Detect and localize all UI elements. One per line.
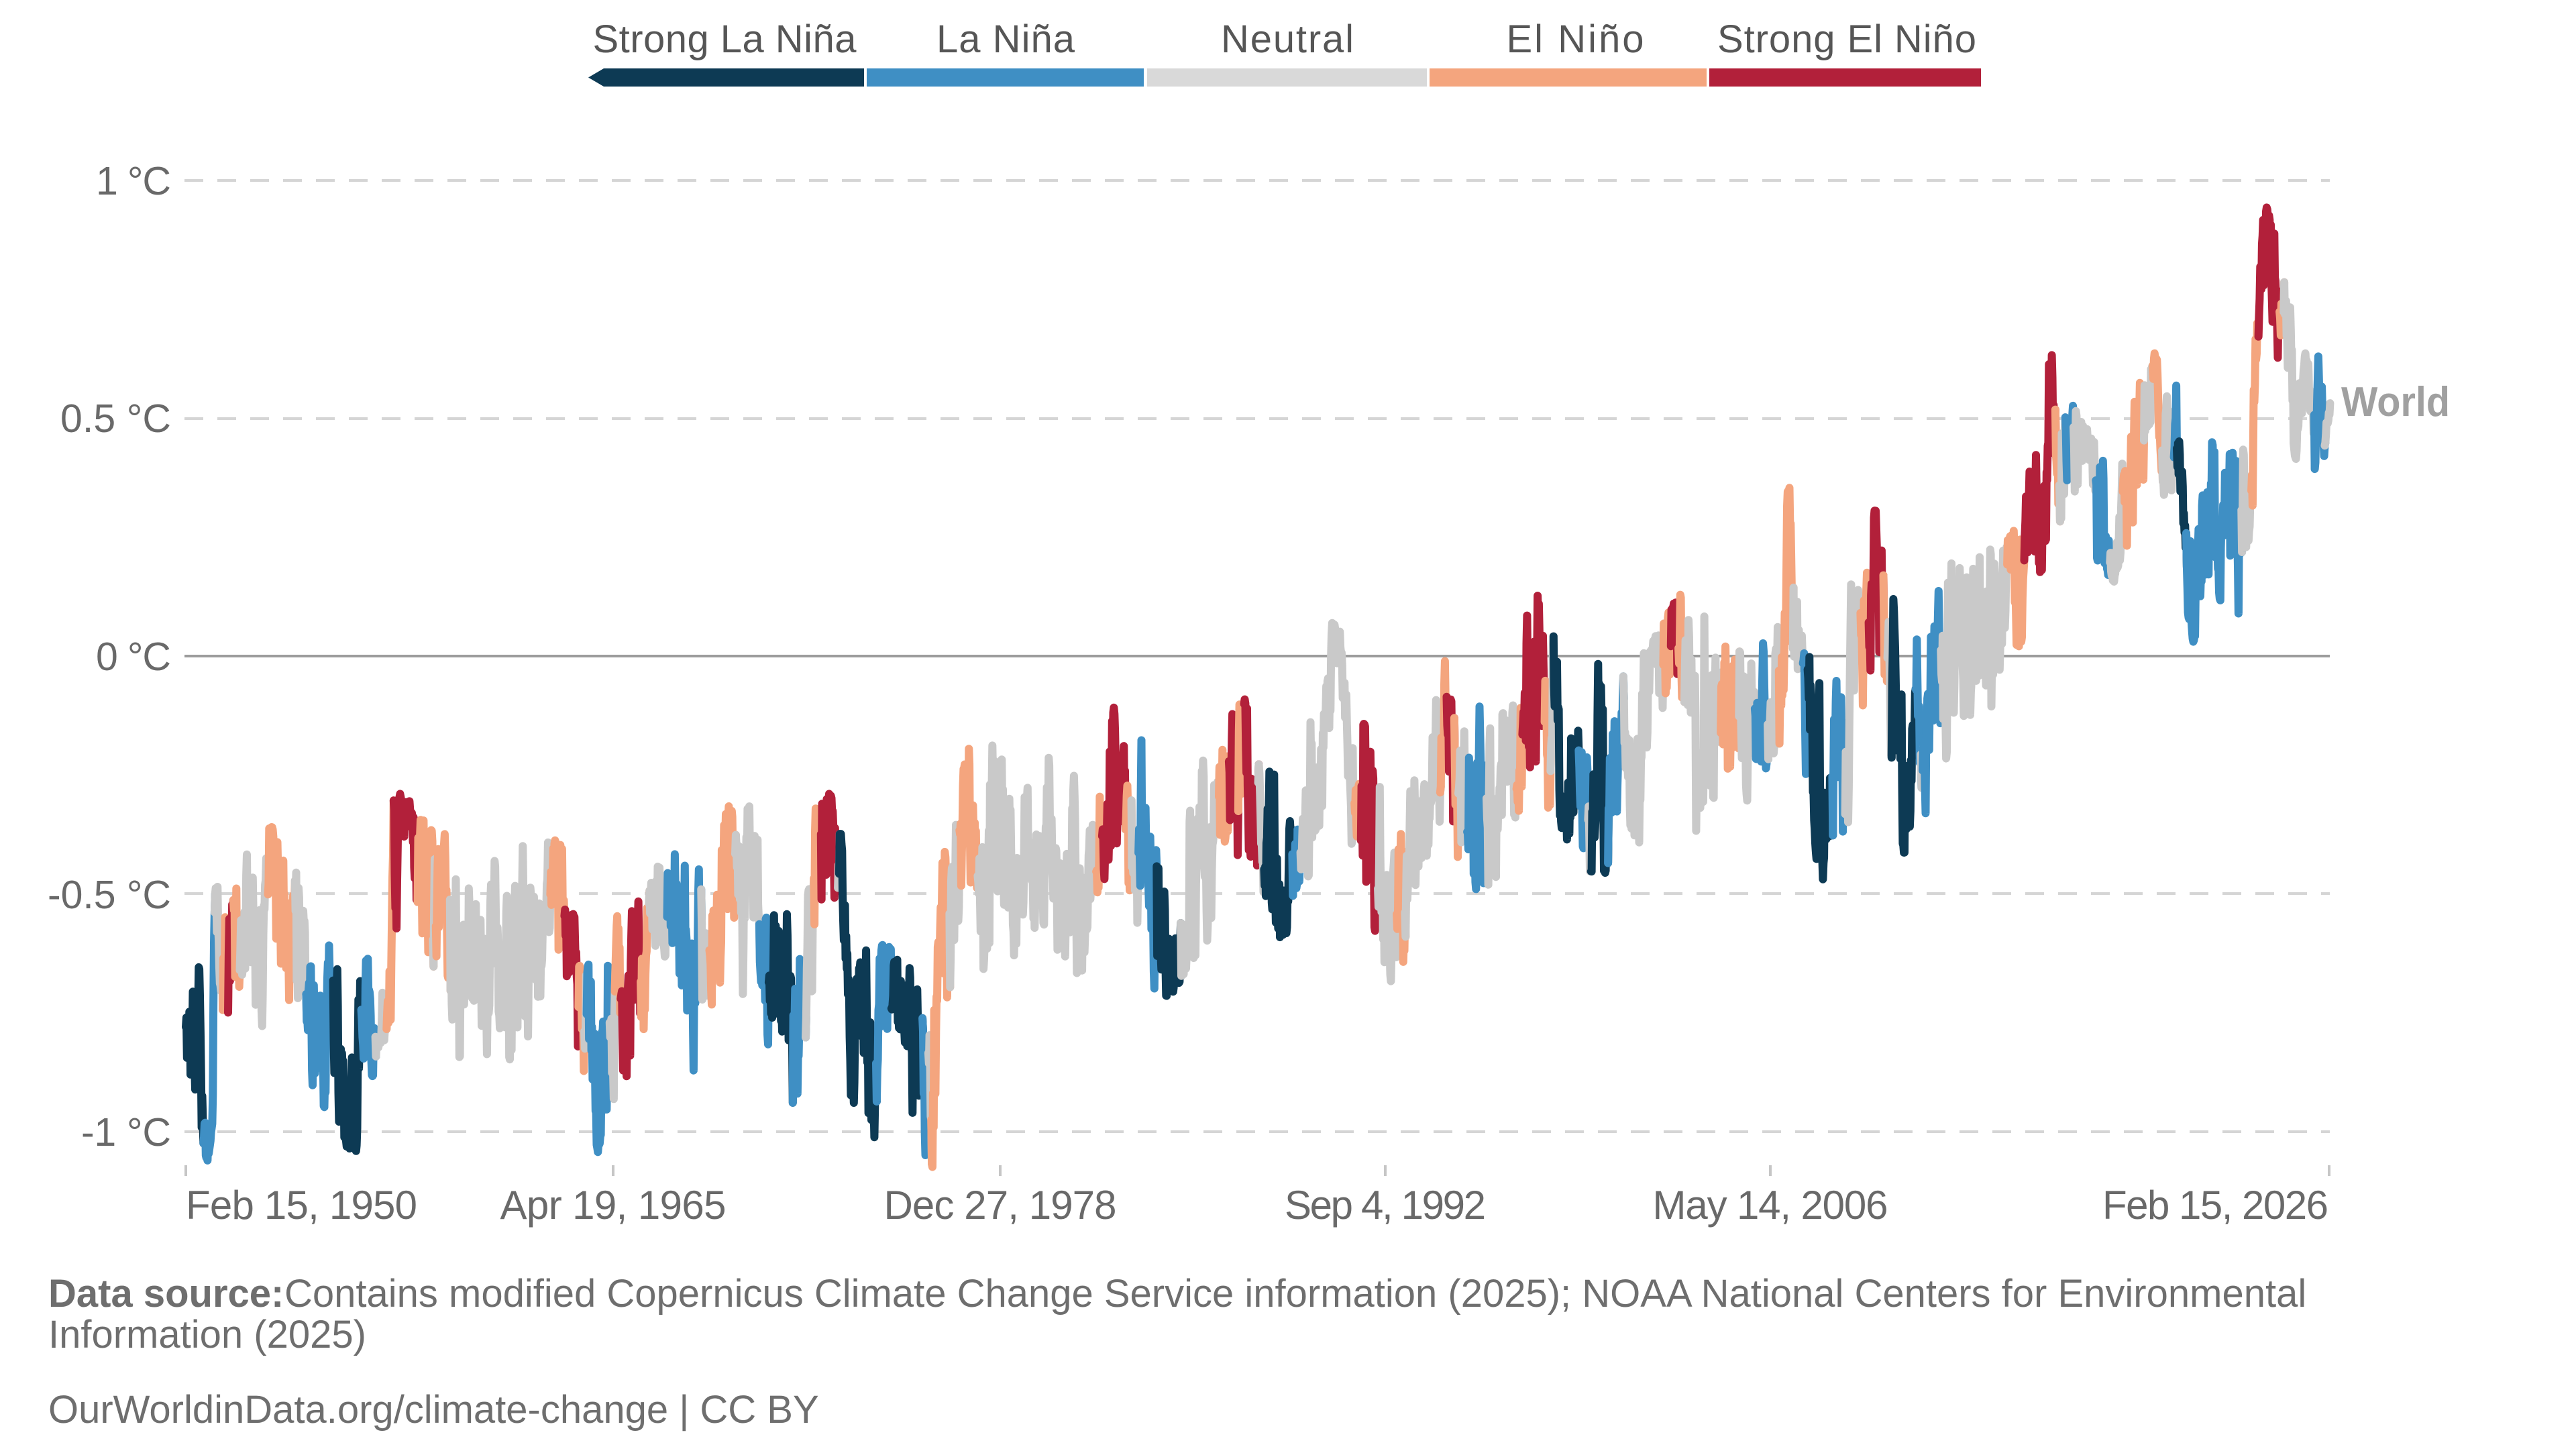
svg-text:Strong La Niña: Strong La Niña: [593, 17, 857, 61]
svg-text:1 °C: 1 °C: [96, 159, 171, 203]
svg-text:Dec 27, 1978: Dec 27, 1978: [884, 1183, 1117, 1228]
svg-text:Contains modified Copernicus C: Contains modified Copernicus Climate Cha…: [284, 1272, 2306, 1316]
svg-text:La Niña: La Niña: [936, 17, 1075, 61]
svg-text:El Niño: El Niño: [1507, 17, 1644, 61]
svg-text:Feb 15, 1950: Feb 15, 1950: [186, 1183, 417, 1228]
svg-text:May 14, 2006: May 14, 2006: [1653, 1183, 1888, 1228]
svg-text:0 °C: 0 °C: [96, 635, 171, 679]
svg-text:Data source:: Data source:: [48, 1272, 284, 1316]
svg-text:Apr 19, 1965: Apr 19, 1965: [500, 1183, 727, 1228]
svg-text:-0.5 °C: -0.5 °C: [48, 873, 171, 917]
svg-text:World: World: [2341, 379, 2450, 425]
svg-text:Sep 4, 1992: Sep 4, 1992: [1285, 1183, 1486, 1228]
svg-text:Information (2025): Information (2025): [48, 1313, 366, 1356]
svg-text:0.5 °C: 0.5 °C: [60, 396, 171, 441]
svg-text:Neutral: Neutral: [1221, 17, 1354, 61]
svg-text:-1 °C: -1 °C: [81, 1110, 171, 1155]
svg-text:OurWorldinData.org/climate-cha: OurWorldinData.org/climate-change | CC B…: [48, 1388, 819, 1432]
svg-text:Feb 15, 2026: Feb 15, 2026: [2102, 1183, 2328, 1228]
svg-text:Strong El Niño: Strong El Niño: [1717, 17, 1976, 61]
